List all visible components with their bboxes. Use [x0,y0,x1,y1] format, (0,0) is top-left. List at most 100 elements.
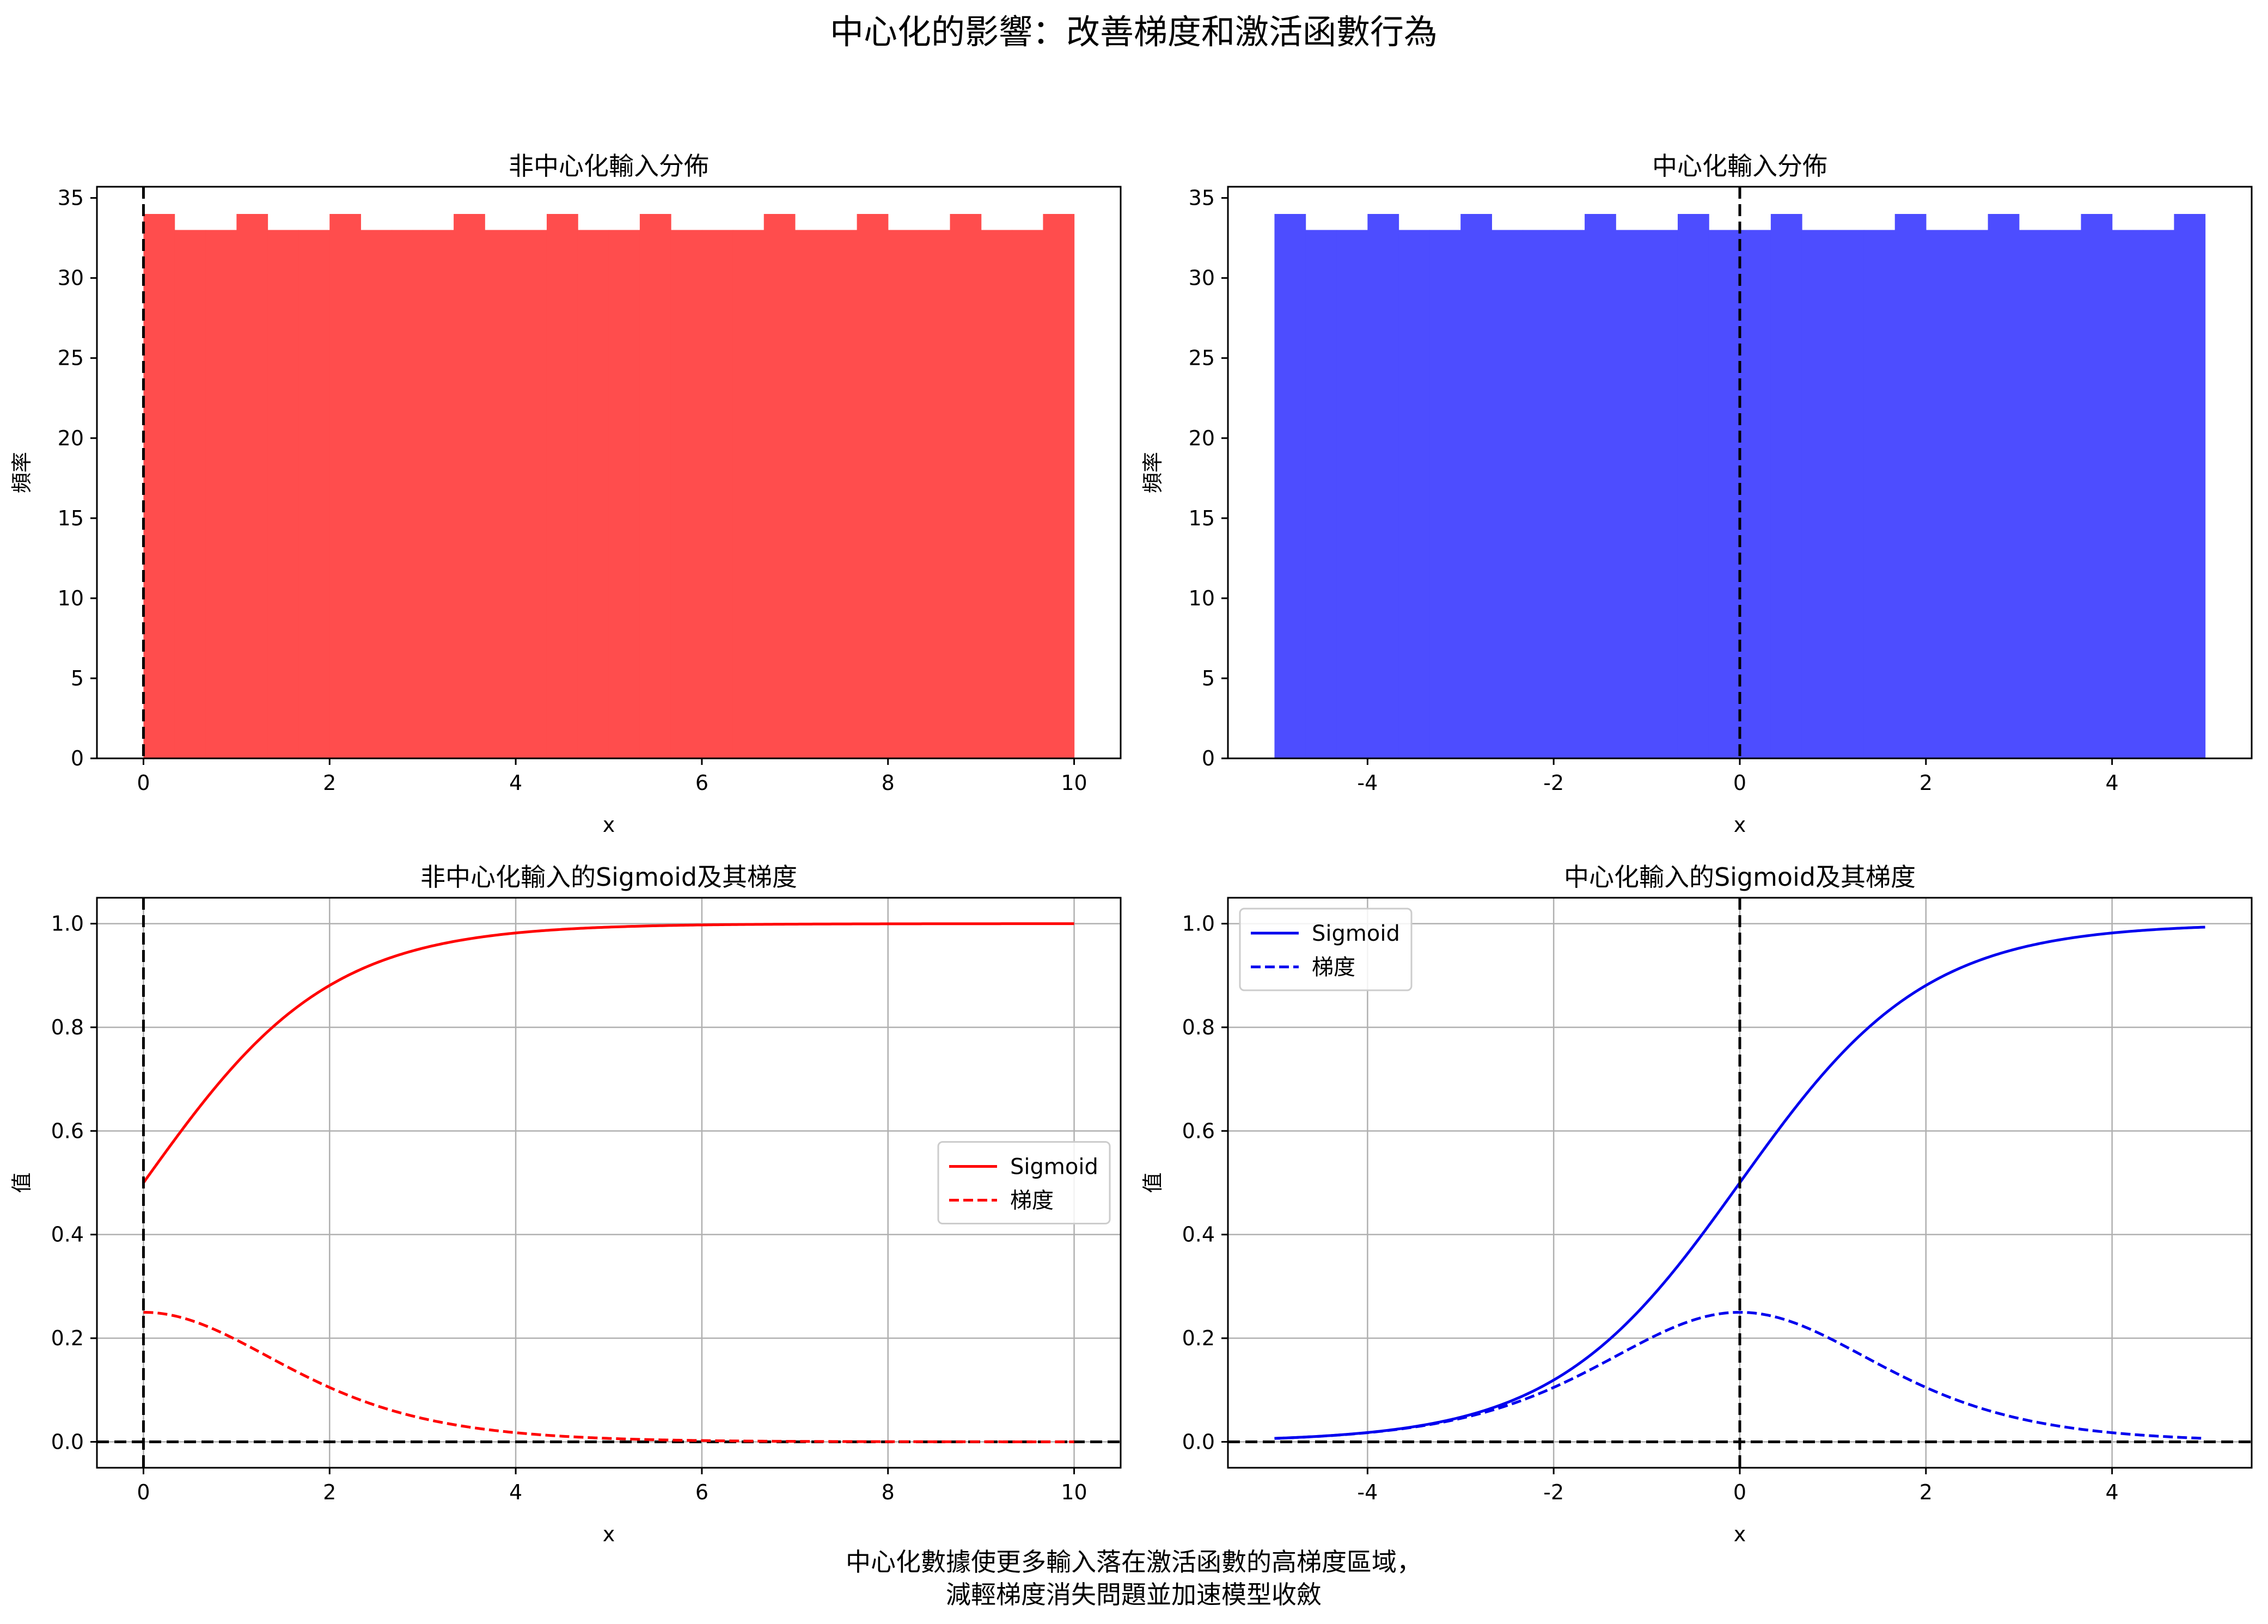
y-axis-label: 值 [1141,1172,1165,1193]
y-tick-label: 0.4 [51,1223,84,1247]
histogram-bar [1336,230,1368,758]
figure-footnote-line-2: 減輕梯度消失問題並加速模型收斂 [946,1580,1322,1609]
y-tick-label: 15 [58,506,84,530]
y-tick-label: 35 [58,186,84,210]
plot-area [1274,187,2206,758]
chart-panel-4: -4 -2 0 2 4 0.0 0.2 0.4 0.6 0.8 1.0 中心化輸入的Sigmoid及其… [1141,862,2253,1546]
histogram-bar [732,230,765,758]
x-tick-label: 4 [2106,771,2119,795]
histogram-bar [1491,230,1523,758]
histogram-bar [1801,230,1833,758]
histogram-bar [794,230,827,758]
y-tick-label: 10 [1189,586,1215,610]
legend: Sigmoid 梯度 [937,1141,1111,1224]
histogram-bar [392,230,423,758]
chart-title: 中心化輸入分佈 [1652,151,1827,181]
x-tick-label: 10 [1061,1480,1087,1504]
histogram-bar [267,230,299,758]
histogram-bar [763,214,796,758]
histogram-bar [2019,230,2051,758]
histogram-bar [516,230,547,758]
y-tick-label: 5 [71,666,84,690]
x-axis-label: x [1734,813,1746,837]
x-tick-label: 4 [509,771,522,795]
chart-panel-2: -4 -2 0 2 4 0 5 10 15 20 25 30 35 中心化輸入分佈 x 頻率 [1141,151,2253,837]
x-tick-label: -4 [1357,771,1378,795]
histogram-bar [298,230,331,758]
x-tick-label: 0 [137,1480,150,1504]
y-axis-label: 頻率 [1141,452,1165,493]
y-tick-label: 0.8 [1182,1015,1215,1039]
chart-title: 非中心化輸入分佈 [509,151,709,181]
y-tick-label: 0.2 [51,1326,84,1350]
y-tick-label: 20 [58,426,84,450]
y-tick-label: 25 [58,346,84,370]
histogram-bar [1925,230,1958,758]
y-tick-label: 0.0 [1182,1430,1215,1454]
histogram-bar [826,230,858,758]
histogram-bar [1554,230,1585,758]
chart-title: 非中心化輸入的Sigmoid及其梯度 [420,862,797,892]
histogram-bar [1460,214,1493,758]
legend: Sigmoid 梯度 [1239,908,1413,991]
x-tick-label: -2 [1543,771,1564,795]
histogram-bar [1770,214,1802,758]
histogram-bar [1012,230,1044,758]
histogram-bar [205,230,237,758]
chart-panel-3: 0 2 4 6 8 10 0.0 0.2 0.4 0.6 0.8 1.0 非中心化輸入的Sigmoid及… [10,862,1122,1546]
histogram-bar [1863,230,1896,758]
histogram-bar [174,230,206,758]
histogram-bar [919,230,951,758]
histogram-bar [1677,214,1709,758]
y-tick-label: 0.6 [51,1119,84,1143]
x-tick-label: 2 [323,1480,336,1504]
y-tick-label: 0.2 [1182,1326,1215,1350]
figure-title: 中心化的影響：改善梯度和激活函數行為 [830,12,1438,52]
x-axis-label: x [603,813,615,837]
histogram-bar [950,214,982,758]
histogram-bar [1894,214,1927,758]
histogram-bar [1398,230,1431,758]
x-axis-label: x [603,1522,615,1546]
plot-area [142,187,1075,758]
series-line-sigmoid [142,922,1074,1184]
histogram-bar [701,230,733,758]
histogram-bar [143,214,175,758]
histogram-bar [1832,230,1864,758]
y-tick-label: 0.0 [51,1430,84,1454]
x-tick-label: 2 [1919,1480,1933,1504]
histogram-bar [1043,214,1075,758]
x-tick-label: 6 [695,771,708,795]
x-axis-label: x [1734,1522,1746,1546]
x-tick-label: -2 [1543,1480,1564,1504]
chart-title: 中心化輸入的Sigmoid及其梯度 [1564,862,1916,892]
y-tick-label: 5 [1202,666,1215,690]
histogram-bar [670,230,702,758]
histogram-bar [329,214,362,758]
histogram-bar [485,230,516,758]
histogram-bar [888,230,920,758]
legend-box [1239,908,1413,991]
y-tick-label: 0 [71,746,84,770]
y-axis-label: 值 [10,1172,34,1193]
x-tick-label: -4 [1357,1480,1378,1504]
histogram-bar [1429,230,1462,758]
y-tick-label: 15 [1189,506,1215,530]
histogram-bar [981,230,1013,758]
histogram-bar [1523,230,1554,758]
histogram-bar [1647,230,1678,758]
histogram-bar [1957,230,1989,758]
chart-panel-1: 0 2 4 6 8 10 0 5 10 15 20 25 30 35 非中心化輸入分佈 x 頻率 [10,151,1122,837]
legend-label: 梯度 [1312,955,1355,980]
histogram-bar [1367,214,1399,758]
histogram-bar [577,230,609,758]
legend-box [937,1141,1111,1224]
y-axis-label: 頻率 [10,452,34,493]
axes-frame [96,186,1122,759]
legend-label: 梯度 [1010,1188,1054,1214]
x-tick-label: 10 [1061,771,1087,795]
series-line-sigmoid-gradient [143,1310,1074,1443]
histogram-bar [2112,230,2144,758]
x-tick-label: 6 [695,1480,708,1504]
